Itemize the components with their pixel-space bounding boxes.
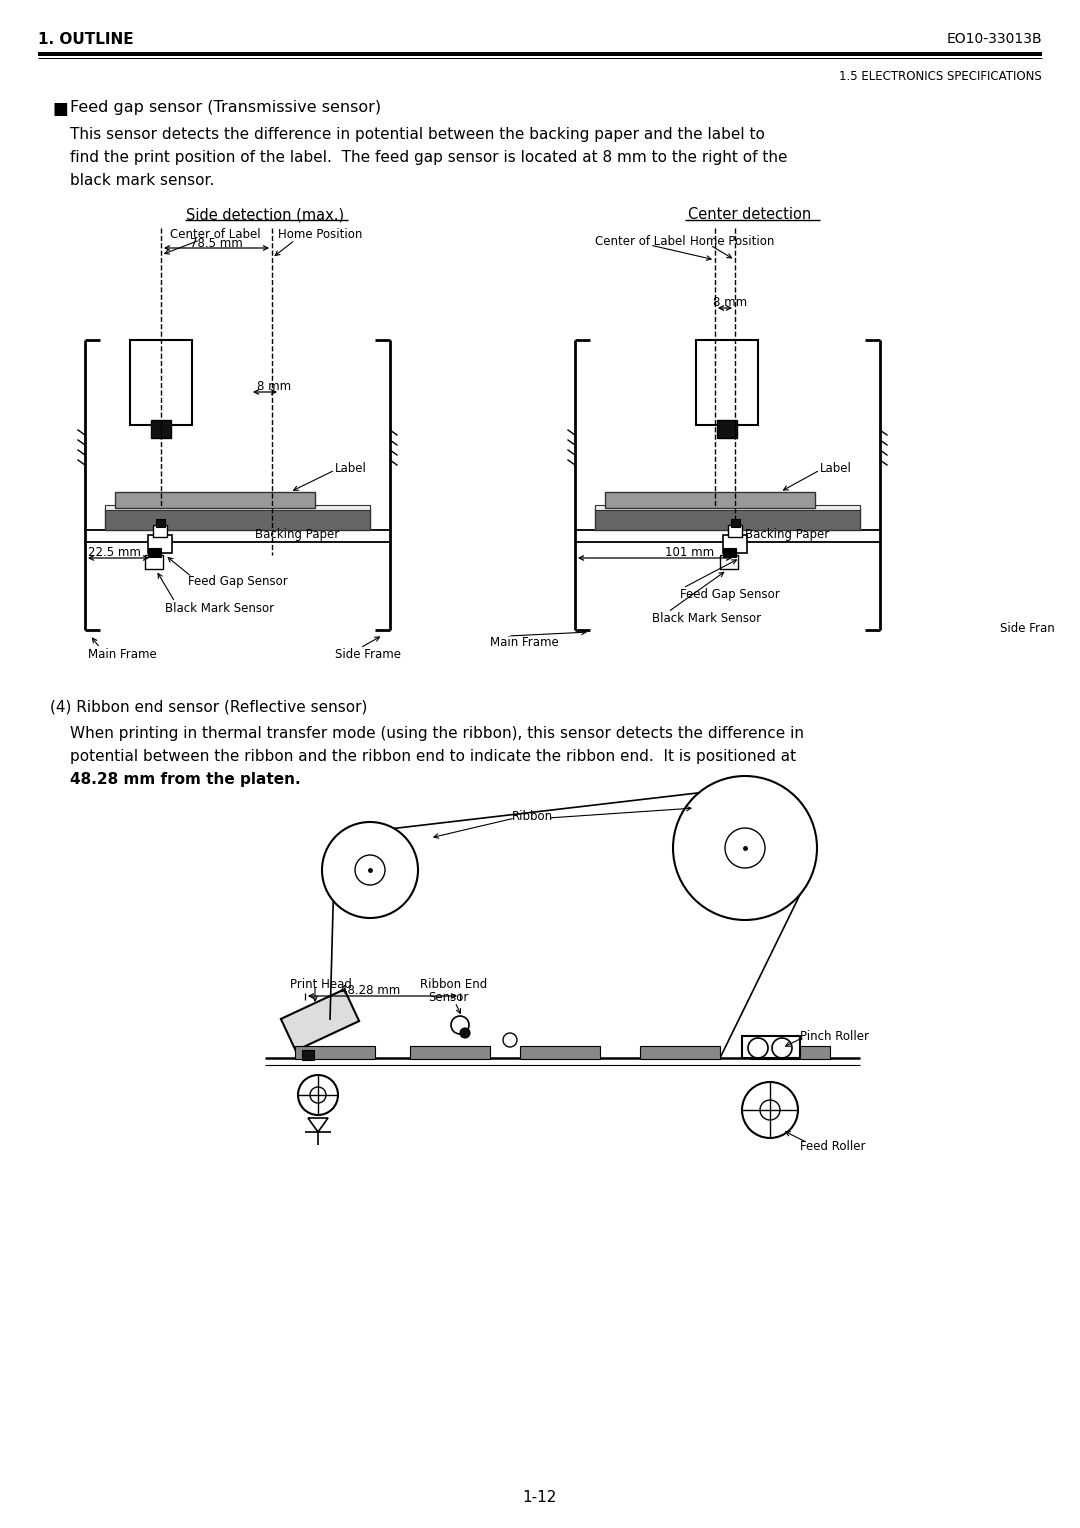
Text: Feed Gap Sensor: Feed Gap Sensor bbox=[188, 575, 287, 588]
Text: find the print position of the label.  The feed gap sensor is located at 8 mm to: find the print position of the label. Th… bbox=[70, 150, 787, 165]
Text: 101 mm: 101 mm bbox=[665, 545, 714, 559]
Bar bbox=[153, 526, 167, 536]
Text: This sensor detects the difference in potential between the backing paper and th: This sensor detects the difference in po… bbox=[70, 127, 765, 142]
Text: Side Fran: Side Fran bbox=[1000, 622, 1055, 636]
Bar bbox=[720, 555, 738, 568]
Text: Label: Label bbox=[820, 461, 852, 475]
Text: Label: Label bbox=[335, 461, 367, 475]
Circle shape bbox=[460, 1028, 470, 1038]
Bar bbox=[130, 341, 192, 425]
Text: 1-12: 1-12 bbox=[523, 1490, 557, 1505]
Bar bbox=[595, 504, 860, 510]
Polygon shape bbox=[281, 989, 360, 1051]
Bar bbox=[148, 535, 172, 553]
Text: Sensor: Sensor bbox=[428, 992, 469, 1004]
Text: 1.5 ELECTRONICS SPECIFICATIONS: 1.5 ELECTRONICS SPECIFICATIONS bbox=[839, 70, 1042, 83]
Bar bbox=[38, 52, 1042, 57]
Text: Ribbon: Ribbon bbox=[512, 810, 553, 824]
Text: Main Frame: Main Frame bbox=[87, 648, 157, 662]
Bar bbox=[731, 520, 740, 527]
Bar bbox=[723, 549, 735, 558]
Bar bbox=[148, 549, 161, 558]
Text: Feed gap sensor (Transmissive sensor): Feed gap sensor (Transmissive sensor) bbox=[70, 99, 381, 115]
Text: Center detection: Center detection bbox=[688, 206, 812, 222]
Bar bbox=[302, 1050, 314, 1060]
Bar bbox=[519, 1047, 600, 1059]
Text: When printing in thermal transfer mode (using the ribbon), this sensor detects t: When printing in thermal transfer mode (… bbox=[70, 726, 804, 741]
Text: Feed Gap Sensor: Feed Gap Sensor bbox=[680, 588, 780, 601]
Text: potential between the ribbon and the ribbon end to indicate the ribbon end.  It : potential between the ribbon and the rib… bbox=[70, 749, 796, 764]
Bar bbox=[105, 507, 370, 530]
Text: Backing Paper: Backing Paper bbox=[255, 529, 339, 541]
Text: ■: ■ bbox=[52, 99, 68, 118]
Bar bbox=[728, 526, 742, 536]
Text: Side detection (max.): Side detection (max.) bbox=[186, 206, 345, 222]
Text: Black Mark Sensor: Black Mark Sensor bbox=[652, 613, 761, 625]
Bar bbox=[151, 420, 171, 439]
Text: Side Frame: Side Frame bbox=[335, 648, 401, 662]
Text: Print Head: Print Head bbox=[291, 978, 352, 992]
Bar bbox=[742, 1036, 800, 1057]
Bar bbox=[750, 1047, 831, 1059]
Bar bbox=[640, 1047, 720, 1059]
Text: Feed Roller: Feed Roller bbox=[800, 1140, 865, 1154]
Text: EO10-33013B: EO10-33013B bbox=[946, 32, 1042, 46]
Bar bbox=[105, 504, 370, 510]
Text: Pinch Roller: Pinch Roller bbox=[800, 1030, 869, 1044]
Text: Main Frame: Main Frame bbox=[490, 636, 558, 649]
Text: Ribbon End: Ribbon End bbox=[420, 978, 487, 992]
Text: Backing Paper: Backing Paper bbox=[745, 529, 829, 541]
Text: black mark sensor.: black mark sensor. bbox=[70, 173, 214, 188]
Text: Black Mark Sensor: Black Mark Sensor bbox=[165, 602, 274, 614]
Bar bbox=[723, 535, 747, 553]
Text: 1. OUTLINE: 1. OUTLINE bbox=[38, 32, 134, 47]
Bar bbox=[595, 507, 860, 530]
Text: 78.5 mm: 78.5 mm bbox=[190, 237, 242, 251]
Bar bbox=[156, 520, 165, 527]
Text: Home Position: Home Position bbox=[690, 235, 774, 248]
Text: Home Position: Home Position bbox=[278, 228, 363, 241]
Bar bbox=[717, 420, 737, 439]
Text: 48.28 mm from the platen.: 48.28 mm from the platen. bbox=[70, 772, 300, 787]
Text: 8 mm: 8 mm bbox=[713, 296, 747, 309]
Polygon shape bbox=[308, 1118, 328, 1132]
Bar bbox=[114, 492, 315, 507]
Bar bbox=[145, 555, 163, 568]
Text: Center of Label: Center of Label bbox=[595, 235, 686, 248]
Text: 48.28 mm: 48.28 mm bbox=[340, 984, 401, 996]
Bar bbox=[295, 1047, 375, 1059]
Bar bbox=[696, 341, 758, 425]
Text: 22.5 mm: 22.5 mm bbox=[87, 545, 140, 559]
Bar bbox=[410, 1047, 490, 1059]
Text: 8 mm: 8 mm bbox=[257, 380, 292, 393]
Text: Center of Label: Center of Label bbox=[170, 228, 260, 241]
Bar bbox=[605, 492, 815, 507]
Text: (4) Ribbon end sensor (Reflective sensor): (4) Ribbon end sensor (Reflective sensor… bbox=[50, 700, 367, 715]
